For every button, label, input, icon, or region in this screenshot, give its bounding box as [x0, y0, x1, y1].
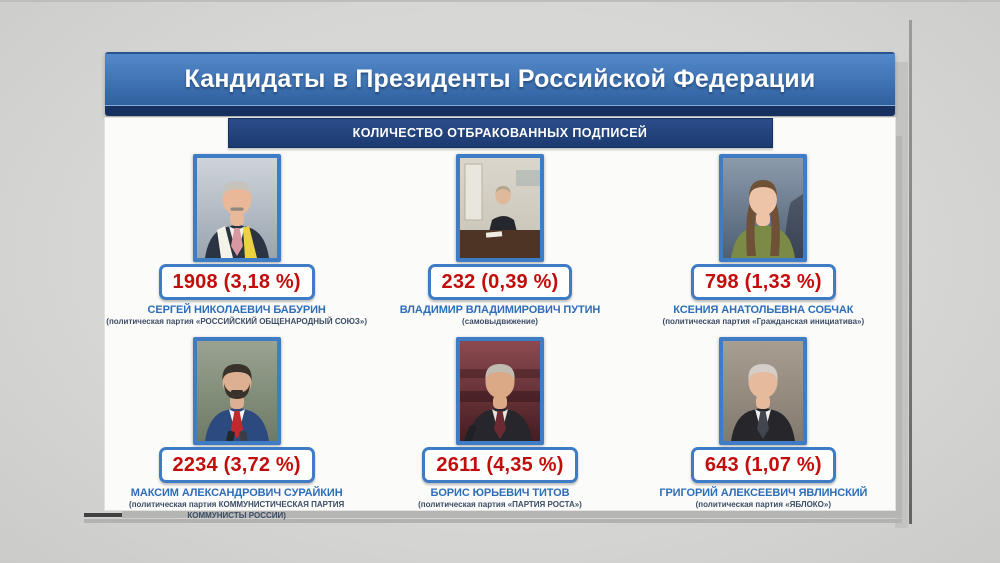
candidate-card-baburin: 1908 (3,18 %) СЕРГЕЙ НИКОЛАЕВИЧ БАБУРИН …: [105, 154, 368, 327]
candidate-name: БОРИС ЮРЬЕВИЧ ТИТОВ: [430, 487, 570, 500]
candidate-photo: [196, 158, 277, 258]
rejected-signatures-value: 232 (0,39 %): [441, 271, 559, 293]
rejected-signatures-badge: 232 (0,39 %): [427, 264, 573, 300]
candidate-party: (политическая партия «РОССИЙСКИЙ ОБЩЕНАР…: [106, 317, 368, 326]
candidate-card-yavlinsky: 643 (1,07 %) ГРИГОРИЙ АЛЕКСЕЕВИЧ ЯВЛИНСК…: [632, 337, 895, 521]
candidate-party: (политическая партия «ЯБЛОКО»): [695, 500, 832, 510]
candidate-card-surajkin: 2234 (3,72 %) МАКСИМ АЛЕКСАНДРОВИЧ СУРАЙ…: [105, 337, 368, 521]
candidate-card-putin: 232 (0,39 %) ВЛАДИМИР ВЛАДИМИРОВИЧ ПУТИН…: [368, 154, 631, 327]
candidate-photo: [723, 341, 804, 442]
rejected-signatures-value: 643 (1,07 %): [704, 454, 822, 477]
rejected-signatures-badge: 2611 (4,35 %): [422, 447, 578, 484]
candidate-photo: [459, 341, 540, 442]
candidate-photo-frame: [719, 337, 808, 446]
rejected-signatures-badge: 798 (1,33 %): [690, 264, 836, 300]
title-banner-underline: [105, 106, 895, 116]
candidate-card-sobchak: 798 (1,33 %) КСЕНИЯ АНАТОЛЬЕВНА СОБЧАК (…: [632, 154, 895, 327]
candidate-photo-frame: [455, 154, 544, 262]
rejected-signatures-badge: 1908 (3,18 %): [158, 264, 315, 300]
candidate-photo-frame: [455, 337, 544, 446]
title-banner: Кандидаты в Президенты Российской Федера…: [105, 52, 895, 116]
subtitle-text: КОЛИЧЕСТВО ОТБРАКОВАННЫХ ПОДПИСЕЙ: [352, 126, 648, 140]
candidate-photo-frame: [192, 337, 281, 446]
candidate-party: (политическая партия «Гражданская инициа…: [662, 317, 865, 326]
panel-shadow-soft: [895, 62, 908, 528]
candidate-name: ВЛАДИМИР ВЛАДИМИРОВИЧ ПУТИН: [399, 304, 601, 316]
candidate-card-titov: 2611 (4,35 %) БОРИС ЮРЬЕВИЧ ТИТОВ (полит…: [368, 337, 631, 521]
candidate-name: ГРИГОРИЙ АЛЕКСЕЕВИЧ ЯВЛИНСКИЙ: [659, 487, 868, 500]
candidate-party: (политическая партия КОММУНИСТИЧЕСКАЯ ПА…: [129, 500, 345, 520]
candidates-grid: 1908 (3,18 %) СЕРГЕЙ НИКОЛАЕВИЧ БАБУРИН …: [105, 154, 895, 521]
rejected-signatures-value: 2611 (4,35 %): [436, 454, 564, 477]
candidate-name: КСЕНИЯ АНАТОЛЬЕВНА СОБЧАК: [673, 304, 854, 316]
panel-shadow-bottom: [84, 513, 902, 517]
page-title: Кандидаты в Президенты Российской Федера…: [184, 65, 816, 93]
rejected-signatures-value: 2234 (3,72 %): [172, 454, 301, 477]
candidate-party: (самовыдвижение): [462, 317, 538, 326]
candidate-photo-frame: [192, 154, 281, 262]
title-banner-body: Кандидаты в Президенты Российской Федера…: [105, 52, 895, 106]
candidate-photo: [459, 158, 540, 258]
broadcast-graphic: Кандидаты в Президенты Российской Федера…: [84, 20, 912, 528]
rejected-signatures-badge: 643 (1,07 %): [690, 447, 836, 484]
panel-shadow-right: [909, 20, 912, 524]
candidate-photo: [723, 158, 804, 258]
rejected-signatures-badge: 2234 (3,72 %): [158, 447, 315, 484]
rejected-signatures-value: 1908 (3,18 %): [172, 271, 301, 293]
results-card: КОЛИЧЕСТВО ОТБРАКОВАННЫХ ПОДПИСЕЙ 1908 (…: [105, 118, 895, 520]
candidate-photo: [196, 341, 277, 442]
candidate-party: (политическая партия «ПАРТИЯ РОСТА»): [418, 500, 582, 510]
candidate-name: МАКСИМ АЛЕКСАНДРОВИЧ СУРАЙКИН: [130, 487, 343, 500]
candidate-photo-frame: [719, 154, 808, 262]
rejected-signatures-value: 798 (1,33 %): [704, 271, 822, 293]
candidate-name: СЕРГЕЙ НИКОЛАЕВИЧ БАБУРИН: [147, 304, 326, 316]
subtitle-bar: КОЛИЧЕСТВО ОТБРАКОВАННЫХ ПОДПИСЕЙ: [227, 118, 773, 148]
